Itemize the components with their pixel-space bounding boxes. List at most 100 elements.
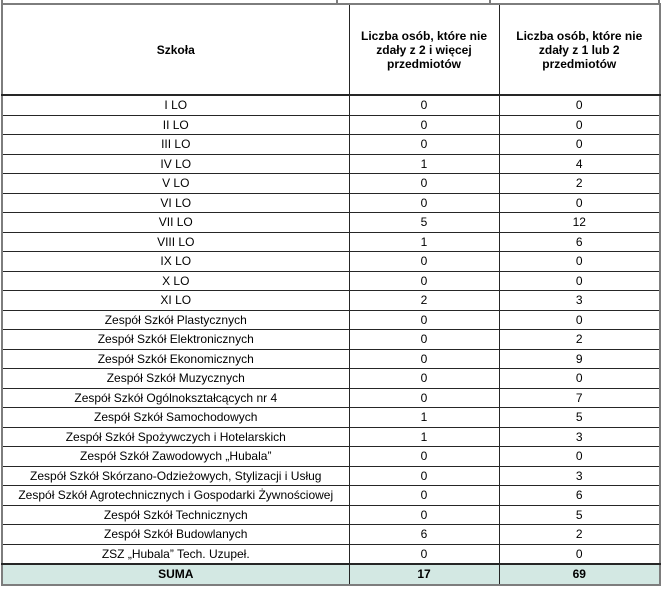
table-row: Zespół Szkół Plastycznych 0 0 [1, 309, 661, 330]
row-not-passed-1or2-cell: 5 [498, 407, 661, 428]
row-school-cell: VIII LO [1, 231, 350, 252]
row-not-passed-1or2-cell: 4 [498, 153, 661, 174]
table-row: VIII LO 1 6 [1, 231, 661, 252]
row-not-passed-1or2-cell: 2 [498, 524, 661, 545]
table-row: Zespół Szkół Ekonomicznych 0 9 [1, 348, 661, 369]
row-not-passed-1or2-cell: 0 [498, 114, 661, 135]
row-school-cell: XI LO [1, 290, 350, 311]
row-school-cell: III LO [1, 134, 350, 155]
table-row: Zespół Szkół Budowlanych 6 2 [1, 524, 661, 545]
row-school-cell: Zespół Szkół Plastycznych [1, 309, 350, 330]
header-row: Szkoła Liczba osób, które nie zdały z 2 … [1, 3, 661, 96]
summary-not-passed-2plus: 17 [348, 563, 500, 585]
row-school-cell: VII LO [1, 212, 350, 233]
table-row: Zespół Szkół Elektronicznych 0 2 [1, 329, 661, 350]
summary-not-passed-1or2: 69 [498, 563, 661, 585]
row-not-passed-2plus-cell: 1 [348, 231, 500, 252]
row-school-cell: Zespół Szkół Agrotechnicznych i Gospodar… [1, 485, 350, 506]
row-school-cell: VI LO [1, 192, 350, 213]
row-not-passed-2plus-cell: 0 [348, 270, 500, 291]
row-not-passed-1or2-cell: 2 [498, 329, 661, 350]
summary-label: SUMA [1, 563, 350, 585]
row-not-passed-2plus-cell: 0 [348, 94, 500, 116]
table-row: Zespół Szkół Zawodowych „Hubala” 0 0 [1, 446, 661, 467]
row-not-passed-2plus-cell: 0 [348, 465, 500, 486]
table-footer: SUMA 17 69 [1, 563, 661, 585]
row-not-passed-1or2-cell: 0 [498, 368, 661, 389]
row-not-passed-2plus-cell: 0 [348, 173, 500, 194]
col-header-school: Szkoła [1, 3, 350, 96]
row-not-passed-1or2-cell: 0 [498, 446, 661, 467]
row-not-passed-1or2-cell: 5 [498, 504, 661, 525]
row-not-passed-1or2-cell: 3 [498, 426, 661, 447]
row-not-passed-2plus-cell: 0 [348, 329, 500, 350]
table-header: Szkoła Liczba osób, które nie zdały z 2 … [1, 3, 661, 96]
row-school-cell: IX LO [1, 251, 350, 272]
row-not-passed-2plus-cell: 2 [348, 290, 500, 311]
table-row: XI LO 2 3 [1, 290, 661, 311]
top-edge-artifact [489, 0, 491, 4]
row-not-passed-1or2-cell: 0 [498, 251, 661, 272]
row-not-passed-2plus-cell: 1 [348, 407, 500, 428]
table-row: II LO 0 0 [1, 114, 661, 135]
table-row: Zespół Szkół Agrotechnicznych i Gospodar… [1, 485, 661, 506]
table-row: Zespół Szkół Spożywczych i Hotelarskich 1… [1, 426, 661, 447]
row-school-cell: X LO [1, 270, 350, 291]
row-not-passed-2plus-cell: 0 [348, 504, 500, 525]
row-not-passed-2plus-cell: 0 [348, 134, 500, 155]
row-school-cell: Zespół Szkół Samochodowych [1, 407, 350, 428]
row-school-cell: Zespół Szkół Technicznych [1, 504, 350, 525]
row-school-cell: Zespół Szkół Ekonomicznych [1, 348, 350, 369]
row-not-passed-2plus-cell: 1 [348, 426, 500, 447]
row-not-passed-1or2-cell: 0 [498, 270, 661, 291]
table-row: Zespół Szkół Technicznych 0 5 [1, 504, 661, 525]
row-not-passed-2plus-cell: 0 [348, 192, 500, 213]
row-school-cell: Zespół Szkół Elektronicznych [1, 329, 350, 350]
row-school-cell: Zespół Szkół Skórzano-Odzieżowych, Styli… [1, 465, 350, 486]
row-not-passed-2plus-cell: 0 [348, 368, 500, 389]
row-school-cell: Zespół Szkół Muzycznych [1, 368, 350, 389]
row-not-passed-2plus-cell: 6 [348, 524, 500, 545]
table-row: V LO 0 2 [1, 173, 661, 194]
row-not-passed-2plus-cell: 1 [348, 153, 500, 174]
row-not-passed-2plus-cell: 0 [348, 251, 500, 272]
col-header-not-passed-1or2: Liczba osób, które nie zdały z 1 lub 2 p… [498, 3, 661, 96]
row-school-cell: Zespół Szkół Zawodowych „Hubala” [1, 446, 350, 467]
summary-row: SUMA 17 69 [1, 563, 661, 585]
row-not-passed-1or2-cell: 0 [498, 543, 661, 565]
table-row: VI LO 0 0 [1, 192, 661, 213]
table-row: VII LO 5 12 [1, 212, 661, 233]
table-row: IV LO 1 4 [1, 153, 661, 174]
row-not-passed-1or2-cell: 0 [498, 134, 661, 155]
row-not-passed-2plus-cell: 0 [348, 485, 500, 506]
row-school-cell: ZSZ „Hubala” Tech. Uzupeł. [1, 543, 350, 565]
row-school-cell: Zespół Szkół Ogólnokształcących nr 4 [1, 387, 350, 408]
row-not-passed-1or2-cell: 3 [498, 290, 661, 311]
table-row: IX LO 0 0 [1, 251, 661, 272]
row-not-passed-2plus-cell: 0 [348, 348, 500, 369]
row-not-passed-1or2-cell: 7 [498, 387, 661, 408]
row-not-passed-2plus-cell: 0 [348, 543, 500, 565]
col-header-not-passed-2plus: Liczba osób, które nie zdały z 2 i więce… [348, 3, 500, 96]
table-row: ZSZ „Hubala” Tech. Uzupeł. 0 0 [1, 543, 661, 565]
row-not-passed-1or2-cell: 2 [498, 173, 661, 194]
top-edge-artifact [658, 0, 660, 4]
row-school-cell: II LO [1, 114, 350, 135]
table-row: Zespół Szkół Skórzano-Odzieżowych, Styli… [1, 465, 661, 486]
row-school-cell: I LO [1, 94, 350, 116]
row-not-passed-1or2-cell: 6 [498, 485, 661, 506]
row-school-cell: V LO [1, 173, 350, 194]
row-school-cell: Zespół Szkół Spożywczych i Hotelarskich [1, 426, 350, 447]
top-edge-artifact [1, 0, 3, 4]
row-not-passed-2plus-cell: 0 [348, 309, 500, 330]
row-not-passed-1or2-cell: 0 [498, 192, 661, 213]
table-body: I LO 0 0 II LO 0 0 III LO 0 0 IV LO 1 4 V LO 0 2 VI LO 0… [1, 94, 661, 565]
row-not-passed-2plus-cell: 0 [348, 387, 500, 408]
table-row: X LO 0 0 [1, 270, 661, 291]
row-not-passed-2plus-cell: 0 [348, 114, 500, 135]
table-row: III LO 0 0 [1, 134, 661, 155]
row-not-passed-1or2-cell: 9 [498, 348, 661, 369]
table-row: I LO 0 0 [1, 94, 661, 116]
row-not-passed-2plus-cell: 0 [348, 446, 500, 467]
